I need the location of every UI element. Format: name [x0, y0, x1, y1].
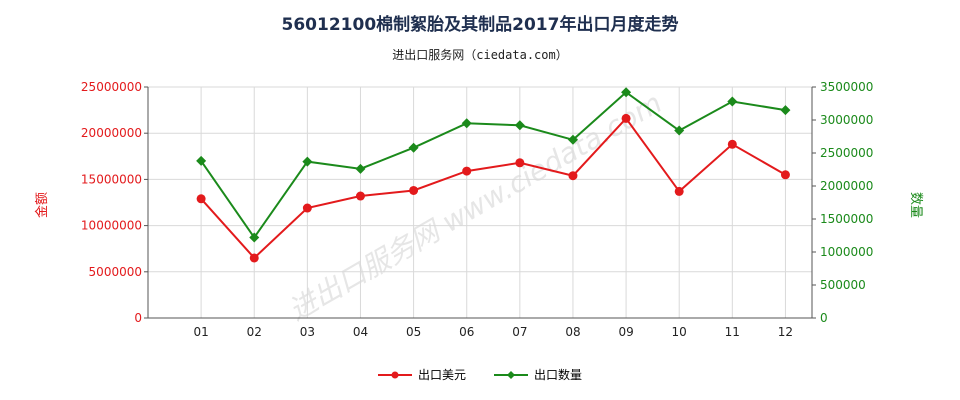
- legend-item-qty[interactable]: 出口数量: [494, 366, 582, 383]
- y-right-tick-label: 1500000: [820, 212, 873, 226]
- series-0-point: [355, 191, 365, 201]
- series-0-point: [780, 170, 790, 180]
- y-right-axis-label: 数量: [908, 192, 923, 218]
- x-tick-label: 09: [618, 325, 633, 339]
- y-left-tick-label: 10000000: [81, 219, 142, 233]
- series-0-point: [249, 253, 259, 263]
- y-right-tick-label: 2500000: [820, 146, 873, 160]
- series-0-point: [727, 139, 737, 149]
- x-tick-label: 05: [406, 325, 421, 339]
- x-tick-label: 07: [512, 325, 527, 339]
- series-1-point: [727, 96, 738, 107]
- series-1-point: [249, 232, 260, 243]
- series-0-point: [515, 158, 525, 168]
- x-tick-label: 03: [300, 325, 315, 339]
- series-1-point: [196, 155, 207, 166]
- series-1-point: [461, 118, 472, 129]
- series-1-point: [302, 156, 313, 167]
- chart-legend: 出口美元 出口数量: [0, 366, 960, 383]
- x-tick-label: 10: [672, 325, 687, 339]
- series-0-point: [302, 203, 312, 213]
- x-tick-label: 12: [778, 325, 793, 339]
- legend-swatch-usd-icon: [377, 371, 412, 378]
- y-left-tick-label: 0: [134, 311, 142, 325]
- series-1-point: [408, 142, 419, 153]
- x-tick-label: 04: [353, 325, 368, 339]
- series-1-point: [621, 87, 632, 98]
- series-0-point: [674, 186, 684, 196]
- series-0-point: [462, 166, 472, 176]
- y-right-tick-label: 0: [820, 311, 828, 325]
- y-left-tick-label: 5000000: [89, 265, 142, 279]
- x-tick-label: 01: [193, 325, 208, 339]
- chart-subtitle: 进出口服务网（ciedata.com）: [392, 48, 568, 62]
- legend-swatch-qty-icon: [494, 370, 528, 379]
- y-left-axis-label: 金额: [34, 192, 50, 218]
- x-tick-label: 08: [565, 325, 580, 339]
- y-left-tick-label: 20000000: [81, 126, 142, 140]
- x-tick-label: 06: [459, 325, 474, 339]
- legend-label-usd: 出口美元: [417, 368, 466, 382]
- series-1-point: [355, 163, 366, 174]
- series-0-point: [196, 194, 206, 204]
- series-1-point: [514, 120, 525, 131]
- y-right-tick-label: 1000000: [820, 245, 873, 259]
- y-left-tick-label: 25000000: [81, 80, 142, 94]
- series-1-point: [567, 134, 578, 145]
- y-right-tick-label: 3500000: [820, 80, 873, 94]
- y-right-tick-label: 500000: [820, 278, 866, 292]
- x-tick-label: 02: [247, 325, 262, 339]
- series-line-1: [200, 90, 786, 240]
- series-1-point: [780, 105, 791, 116]
- series-0-point: [568, 171, 578, 181]
- chart-title: 56012100棉制絮胎及其制品2017年出口月度走势: [281, 15, 679, 35]
- legend-item-usd[interactable]: 出口美元: [377, 366, 466, 383]
- y-right-tick-label: 3000000: [820, 113, 873, 127]
- watermark-text: 进出口服务网 www.ciedata.com: [283, 86, 667, 327]
- y-right-tick-label: 2000000: [820, 179, 873, 193]
- series-0-point: [621, 113, 631, 123]
- series-line-0: [200, 116, 786, 260]
- y-left-tick-label: 15000000: [81, 172, 142, 186]
- x-tick-label: 11: [725, 325, 740, 339]
- legend-label-qty: 出口数量: [534, 368, 583, 382]
- series-1-point: [674, 125, 685, 136]
- series-0-point: [409, 185, 419, 195]
